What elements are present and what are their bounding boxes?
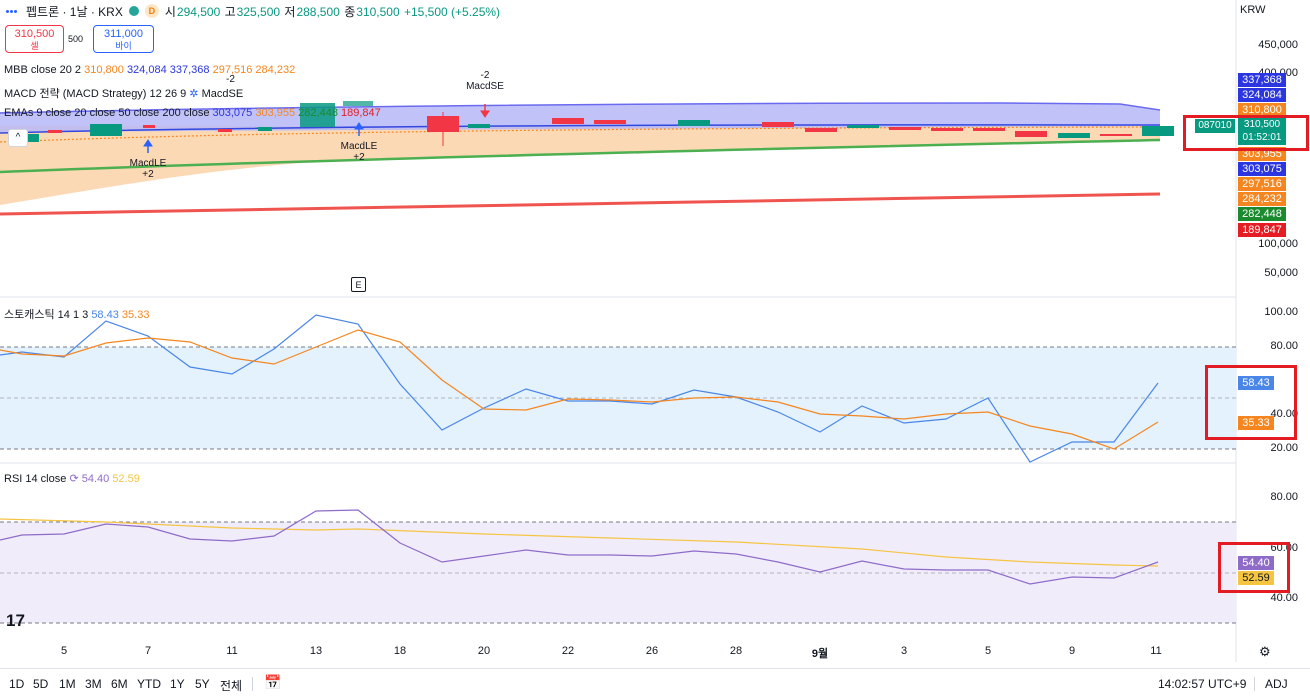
timeframe-1d[interactable]: 1D (9, 677, 25, 691)
price-tick: 100,000 (1258, 238, 1298, 250)
timeframe-1y[interactable]: 1Y (170, 677, 185, 691)
price-label: 282,448 (1238, 207, 1286, 221)
bottom-toolbar: 1D 5D 1M 3M 6M YTD 1Y 5Y 전체 📅 14:02:57 U… (0, 668, 1310, 698)
macd-se-label: -2 MacdSE (466, 70, 504, 92)
stoch-d-line (0, 329, 1159, 450)
market-open-status-icon (128, 6, 139, 16)
stoch-tick: 40.00 (1270, 408, 1298, 420)
tradingview-dots-icon (6, 5, 20, 17)
price-tick: 450,000 (1258, 39, 1298, 51)
ema50-line (0, 138, 1161, 174)
legend-stochastic[interactable]: 스토캐스틱 14 1 3 58.43 35.33 (4, 309, 150, 321)
x-tick: 9 (1068, 645, 1076, 657)
macd-le-label-2: MacdLE +2 (340, 141, 378, 163)
price-label: 337,368 (1238, 73, 1286, 87)
stoch-tick: 20.00 (1270, 442, 1298, 454)
legend-emas[interactable]: EMAs 9 close 20 close 50 close 200 close… (4, 107, 381, 119)
timeframe-all[interactable]: 전체 (220, 679, 243, 693)
x-tick: 20 (477, 645, 491, 657)
price-label: 310,800 (1238, 103, 1286, 117)
collapse-legend-button[interactable]: ^ (8, 129, 28, 147)
stoch-k-label: 58.43 (1238, 376, 1274, 390)
x-tick: 11 (1150, 645, 1162, 657)
currency-selector[interactable]: KRW (1240, 4, 1266, 16)
timeframe-5y[interactable]: 5Y (195, 677, 210, 691)
symbol-title[interactable]: 펩트론 · 1날 · KRX (26, 4, 123, 19)
timeframe-6m[interactable]: 6M (111, 677, 128, 691)
x-tick: 26 (645, 645, 659, 657)
x-tick: 18 (393, 645, 407, 657)
price-label: 284,232 (1238, 192, 1286, 206)
buy-button[interactable]: 311,000 바이 (93, 25, 154, 53)
x-tick: 7 (144, 645, 152, 657)
clock[interactable]: 14:02:57 UTC+9 (1158, 677, 1247, 691)
data-delay-badge: D (144, 4, 159, 18)
symbol-code-label: 087010 (1195, 119, 1235, 133)
price-candles (27, 101, 1174, 146)
tradingview-logo-icon: 17 (6, 611, 25, 630)
ohlc-values: 시294,500 고325,500 저288,500 종310,500 +15,… (164, 4, 501, 19)
legend-macd[interactable]: MACD 전략 (MACD Strategy) 12 26 9 ✲ MacdSE (4, 88, 244, 100)
x-tick: 13 (309, 645, 323, 657)
earnings-marker[interactable]: E (351, 277, 366, 292)
chart-canvas[interactable]: 17 (0, 0, 1310, 662)
timeframe-3m[interactable]: 3M (85, 677, 102, 691)
stoch-d-label: 35.33 (1238, 416, 1274, 430)
legend-mbb[interactable]: MBB close 20 2 310,800 324,084 337,368 2… (4, 64, 296, 76)
sell-button[interactable]: 310,500 셀 (5, 25, 64, 53)
x-tick: 3 (900, 645, 908, 657)
price-tick: 50,000 (1264, 267, 1298, 279)
symbol-header: 펩트론 · 1날 · KRX D 시294,500 고325,500 저288,… (6, 3, 501, 19)
legend-rsi[interactable]: RSI 14 close ⟳ 54.40 52.59 (4, 473, 140, 485)
macd-le-arrow-2 (354, 122, 364, 136)
macd-le-arrow-1 (143, 139, 153, 153)
price-label: 324,084 (1238, 88, 1286, 102)
rsi-tick: 40.00 (1270, 592, 1298, 604)
current-price-label: 310,500 01:52:01 (1238, 117, 1286, 145)
macd-se-arrow (480, 104, 490, 118)
rsi-label: 54.40 (1238, 556, 1274, 570)
highlight-box-rsi (1218, 542, 1290, 593)
x-tick: 9월 (811, 648, 829, 660)
date-range-calendar-icon[interactable]: 📅 (264, 674, 282, 690)
adj-toggle[interactable]: ADJ (1265, 677, 1288, 691)
chevron-up-icon: ^ (15, 132, 21, 143)
x-tick: 28 (729, 645, 743, 657)
price-label: 189,847 (1238, 223, 1286, 237)
stoch-tick: 80.00 (1270, 340, 1298, 352)
timeframe-1m[interactable]: 1M (59, 677, 76, 691)
rsi-ma-line (0, 518, 1159, 567)
price-label: 303,075 (1238, 162, 1286, 176)
x-tick: 5 (984, 645, 992, 657)
price-label: 297,516 (1238, 177, 1286, 191)
chart-settings-gear-icon[interactable]: ⚙ (1259, 644, 1271, 659)
stoch-tick: 100.00 (1264, 306, 1298, 318)
highlight-box-price (1183, 115, 1309, 151)
x-tick: 11 (226, 645, 238, 657)
timeframe-5d[interactable]: 5D (33, 677, 49, 691)
timeframe-ytd[interactable]: YTD (137, 677, 161, 691)
rsi-tick: 60.00 (1270, 542, 1298, 554)
rsi-ma-label: 52.59 (1238, 571, 1274, 585)
stoch-k-line (0, 314, 1159, 463)
highlight-box-stoch (1205, 365, 1297, 440)
x-tick: 22 (561, 645, 575, 657)
x-tick: 5 (60, 645, 68, 657)
macd-le-label-1: MacdLE +2 (129, 158, 167, 180)
ema20-line (0, 126, 1161, 143)
rsi-tick: 80.00 (1270, 491, 1298, 503)
bb-upper-line (0, 102, 1161, 114)
macd-se-count: -2 (226, 74, 235, 85)
spread-value: 500 (68, 34, 84, 44)
ema200-line (0, 192, 1161, 216)
rsi-line (0, 509, 1159, 585)
strategy-gear-icon: ✲ (189, 88, 199, 100)
refresh-icon: ⟳ (69, 473, 79, 485)
